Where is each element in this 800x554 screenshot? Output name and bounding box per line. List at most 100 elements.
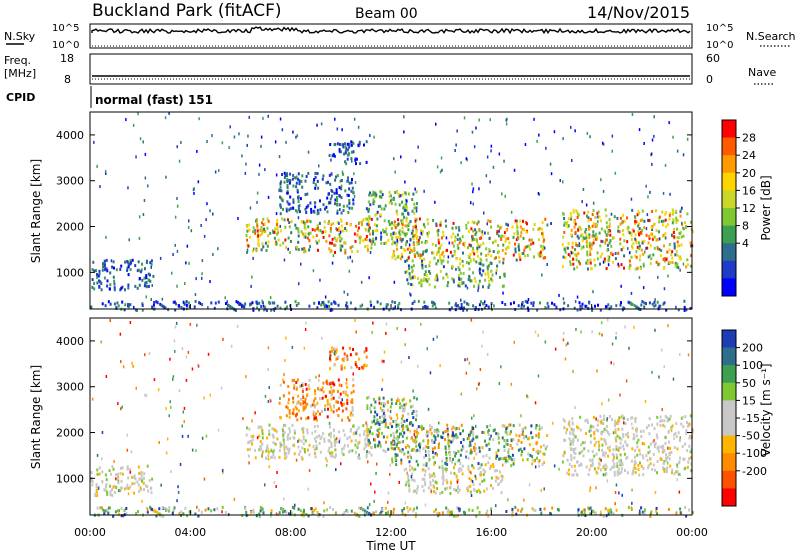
heatmap-cell xyxy=(403,419,406,423)
heatmap-cell xyxy=(295,247,298,251)
heatmap-cell xyxy=(494,469,496,473)
heatmap-cell xyxy=(450,434,453,438)
heatmap-cell xyxy=(288,512,290,516)
heatmap-cell xyxy=(101,457,103,461)
heatmap-cell xyxy=(228,146,230,149)
heatmap-cell xyxy=(100,506,103,510)
heatmap-cell xyxy=(527,308,530,312)
heatmap-cell xyxy=(455,436,458,440)
heatmap-cell xyxy=(370,303,373,307)
heatmap-cell xyxy=(649,462,652,466)
heatmap-cell xyxy=(282,207,284,211)
heatmap-cell xyxy=(479,237,481,240)
heatmap-cell xyxy=(487,275,490,279)
heatmap-cell xyxy=(420,254,423,257)
heatmap-cell xyxy=(370,425,373,429)
heatmap-cell xyxy=(390,441,393,445)
heatmap-cell xyxy=(473,221,476,225)
heatmap-cell xyxy=(209,393,211,397)
heatmap-cell xyxy=(633,455,636,459)
heatmap-cell xyxy=(518,434,521,438)
heatmap-cell xyxy=(621,463,624,467)
heatmap-cell xyxy=(317,514,320,518)
heatmap-cell xyxy=(103,488,106,492)
heatmap-cell xyxy=(686,212,689,216)
heatmap-cell xyxy=(656,238,659,241)
heatmap-cell xyxy=(614,252,617,255)
heatmap-cell xyxy=(326,305,329,308)
heatmap-cell xyxy=(207,352,210,356)
heatmap-cell xyxy=(626,418,629,421)
heatmap-cell xyxy=(356,352,359,356)
heatmap-cell xyxy=(630,197,633,201)
heatmap-cell xyxy=(335,440,338,444)
heatmap-cell xyxy=(478,118,480,122)
heatmap-cell xyxy=(471,130,474,134)
heatmap-cell xyxy=(601,252,604,256)
heatmap-cell xyxy=(455,488,458,492)
heatmap-cell xyxy=(124,303,127,307)
heatmap-cell xyxy=(427,450,430,454)
heatmap-cell xyxy=(567,253,570,257)
heatmap-cell xyxy=(478,449,481,453)
heatmap-cell xyxy=(498,441,500,445)
heatmap-cell xyxy=(120,407,122,411)
heatmap-cell xyxy=(487,305,490,309)
heatmap-cell xyxy=(366,433,369,437)
heatmap-cell xyxy=(442,431,445,435)
heatmap-cell xyxy=(139,270,142,274)
heatmap-cell xyxy=(391,439,394,443)
heatmap-cell xyxy=(109,493,112,497)
heatmap-cell xyxy=(383,230,386,234)
heatmap-cell xyxy=(631,246,634,250)
heatmap-cell xyxy=(403,407,406,411)
heatmap-cell xyxy=(406,270,409,273)
heatmap-cell xyxy=(277,238,280,242)
heatmap-cell xyxy=(617,262,619,266)
heatmap-cell xyxy=(421,252,424,256)
heatmap-cell xyxy=(302,514,305,518)
heatmap-cell xyxy=(394,455,397,459)
heatmap-cell xyxy=(502,291,504,295)
heatmap-cell xyxy=(256,223,259,226)
heatmap-cell xyxy=(518,256,521,260)
heatmap-cell xyxy=(519,219,522,223)
heatmap-cell xyxy=(453,466,455,470)
heatmap-cell xyxy=(337,407,340,411)
heatmap-cell xyxy=(316,418,318,422)
heatmap-cell xyxy=(479,271,481,275)
heatmap-cell xyxy=(455,451,458,455)
heatmap-cell xyxy=(397,447,400,450)
heatmap-cell xyxy=(341,357,344,361)
heatmap-cell xyxy=(589,486,592,490)
heatmap-cell xyxy=(634,459,637,463)
heatmap-cell xyxy=(451,226,454,230)
heatmap-cell xyxy=(329,182,332,186)
heatmap-cell xyxy=(647,424,650,428)
heatmap-cell xyxy=(318,229,321,233)
heatmap-cell xyxy=(382,396,385,400)
heatmap-cell xyxy=(323,220,326,224)
heatmap-cell xyxy=(429,480,432,484)
heatmap-cell xyxy=(220,386,223,390)
heatmap-cell xyxy=(621,221,624,225)
heatmap-cell xyxy=(408,460,411,464)
heatmap-cell xyxy=(379,213,382,217)
heatmap-cell xyxy=(401,398,404,402)
heatmap-cell xyxy=(237,217,239,220)
heatmap-cell xyxy=(656,247,659,251)
heatmap-cell xyxy=(456,435,459,439)
heatmap-cell xyxy=(627,229,630,233)
heatmap-cell xyxy=(337,414,340,418)
heatmap-cell xyxy=(324,404,327,408)
heatmap-cell xyxy=(117,509,119,513)
heatmap-cell xyxy=(410,456,412,460)
heatmap-cell xyxy=(497,433,500,437)
heatmap-cell xyxy=(408,267,411,270)
heatmap-cell xyxy=(433,434,436,438)
heatmap-cell xyxy=(476,246,479,250)
heatmap-cell xyxy=(593,431,596,434)
heatmap-cell xyxy=(275,212,278,216)
heatmap-cell xyxy=(332,410,335,414)
heatmap-cell xyxy=(270,308,273,312)
